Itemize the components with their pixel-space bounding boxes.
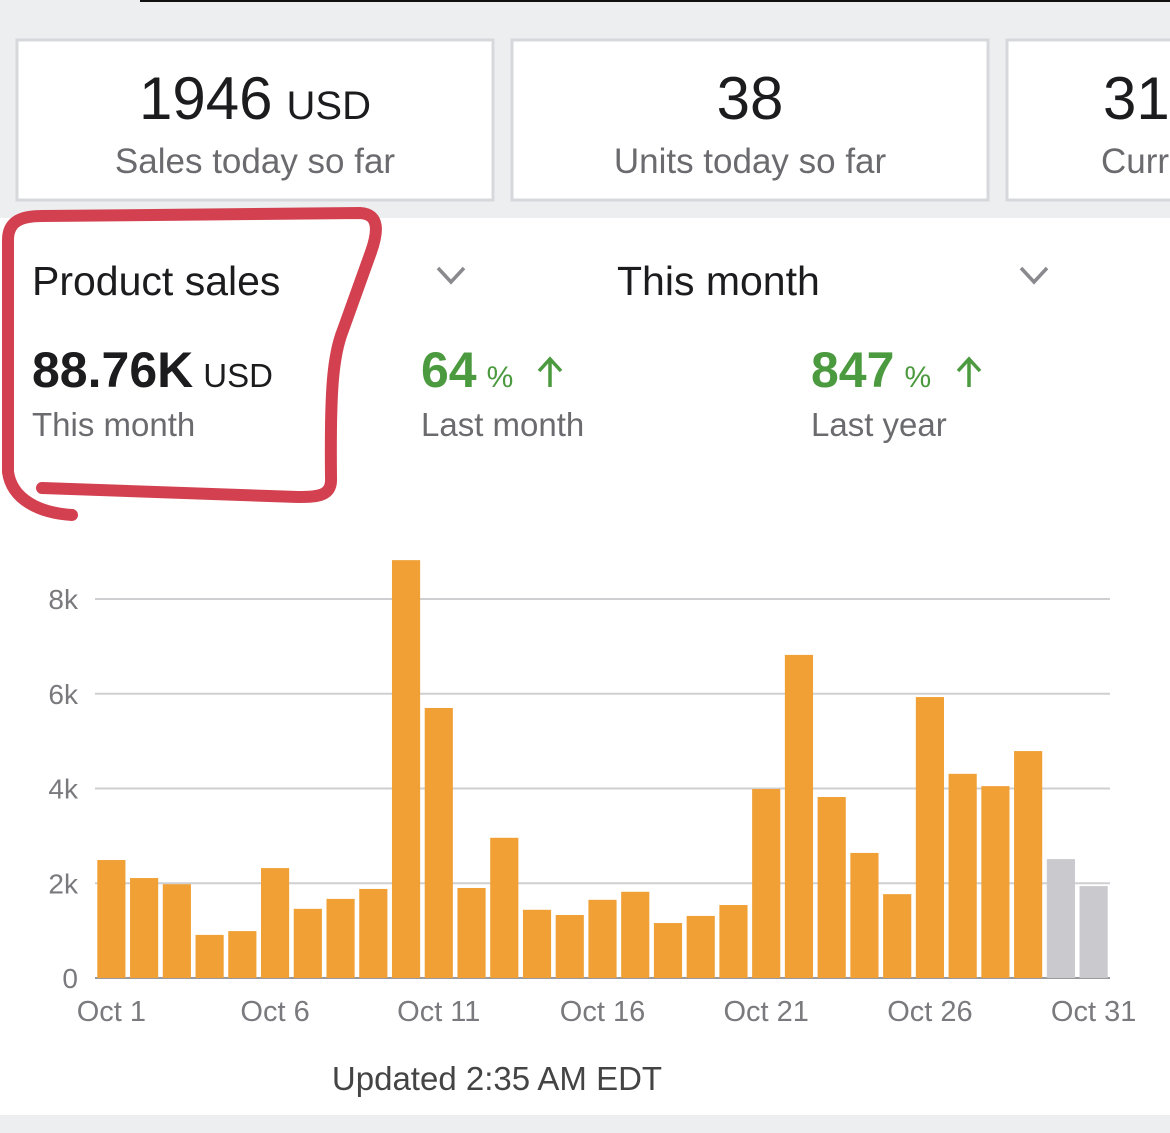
bar xyxy=(1046,859,1075,978)
bar xyxy=(261,868,290,978)
comparison-label: Last month xyxy=(421,406,584,443)
x-tick-label: Oct 1 xyxy=(77,996,146,1028)
comparison-unit: % xyxy=(904,361,931,394)
summary-unit: USD xyxy=(203,357,273,394)
card-unit: USD xyxy=(287,84,371,128)
bar xyxy=(490,837,519,978)
up-arrow xyxy=(956,356,982,387)
card[interactable]: 38 Units today so far xyxy=(510,38,990,202)
card-number: 1946 xyxy=(139,65,272,132)
bar xyxy=(293,908,322,978)
bar xyxy=(555,914,584,978)
hand-drawn-highlight xyxy=(2,207,382,521)
card-number: 38 xyxy=(717,65,784,132)
x-tick-label: Oct 31 xyxy=(1051,996,1136,1028)
bar xyxy=(981,786,1010,978)
bar xyxy=(424,707,453,978)
bar xyxy=(817,797,846,978)
summary-value: 88.76K USD xyxy=(32,342,273,398)
x-tick-label: Oct 26 xyxy=(887,996,972,1028)
comparison-number: 64 xyxy=(421,342,477,398)
bar xyxy=(883,894,912,978)
chevron xyxy=(436,266,466,285)
bar xyxy=(162,884,191,978)
bar xyxy=(1079,886,1108,978)
metric-dropdown[interactable]: Product sales xyxy=(32,258,466,304)
bar xyxy=(948,773,977,978)
bottom-strip xyxy=(0,1115,1170,1133)
period-dropdown[interactable]: This month xyxy=(617,258,1049,304)
bar xyxy=(228,931,257,978)
bar xyxy=(784,654,814,978)
y-tick-label: 8k xyxy=(48,584,79,615)
dropdown-label: This month xyxy=(617,258,820,304)
bar xyxy=(719,905,748,978)
card-label: Curr xyxy=(1101,142,1169,181)
card[interactable]: 1946 USD Sales today so far xyxy=(15,38,495,202)
comparison-unit: % xyxy=(487,361,514,394)
x-tick-label: Oct 6 xyxy=(240,996,309,1028)
card-box xyxy=(15,38,495,202)
card[interactable]: 31 Curr xyxy=(1005,38,1170,202)
up-arrow xyxy=(537,356,563,387)
x-tick-label: Oct 21 xyxy=(723,996,808,1028)
bar xyxy=(588,899,617,978)
bar xyxy=(850,852,879,978)
x-tick-label: Oct 16 xyxy=(560,996,645,1028)
comparison-label: Last year xyxy=(811,406,947,443)
comparison-value: 847% xyxy=(811,342,931,398)
card-label: Sales today so far xyxy=(115,142,395,181)
comparison-number: 847 xyxy=(811,342,894,398)
bar xyxy=(1014,751,1043,978)
bar xyxy=(326,898,355,978)
card-number: 31 xyxy=(1103,65,1170,132)
bar xyxy=(457,887,486,978)
chart: 0 2k 4k 6k 8k Oct 1 Oct 6 Oct 11 Oct 16 Oct 21 Oct… xyxy=(48,560,1136,1028)
bar xyxy=(130,878,159,978)
bar xyxy=(686,915,715,978)
y-tick-label: 0 xyxy=(62,963,78,994)
bar xyxy=(752,788,781,978)
summary-number: 88.76K xyxy=(32,342,193,398)
y-tick-label: 4k xyxy=(48,774,79,805)
chevron xyxy=(1019,266,1049,285)
bar xyxy=(653,923,683,978)
card-box xyxy=(510,38,990,202)
x-tick-label: Oct 11 xyxy=(397,996,480,1028)
bar xyxy=(391,560,421,978)
bar xyxy=(915,697,944,978)
bar xyxy=(522,909,552,978)
bar xyxy=(97,860,126,978)
bar xyxy=(359,888,388,978)
card-label: Units today so far xyxy=(614,142,887,181)
comparison-value: 64% xyxy=(421,342,513,398)
card-value: 1946 USD xyxy=(139,65,371,132)
dropdown-label: Product sales xyxy=(32,258,280,304)
footer: Updated 2:35 AM EDT xyxy=(332,1060,662,1097)
summary-label: This month xyxy=(32,406,195,443)
y-tick-label: 2k xyxy=(48,868,79,899)
card-box xyxy=(1005,38,1170,202)
y-tick-label: 6k xyxy=(48,679,79,710)
bar xyxy=(621,891,650,978)
bar xyxy=(195,934,224,978)
